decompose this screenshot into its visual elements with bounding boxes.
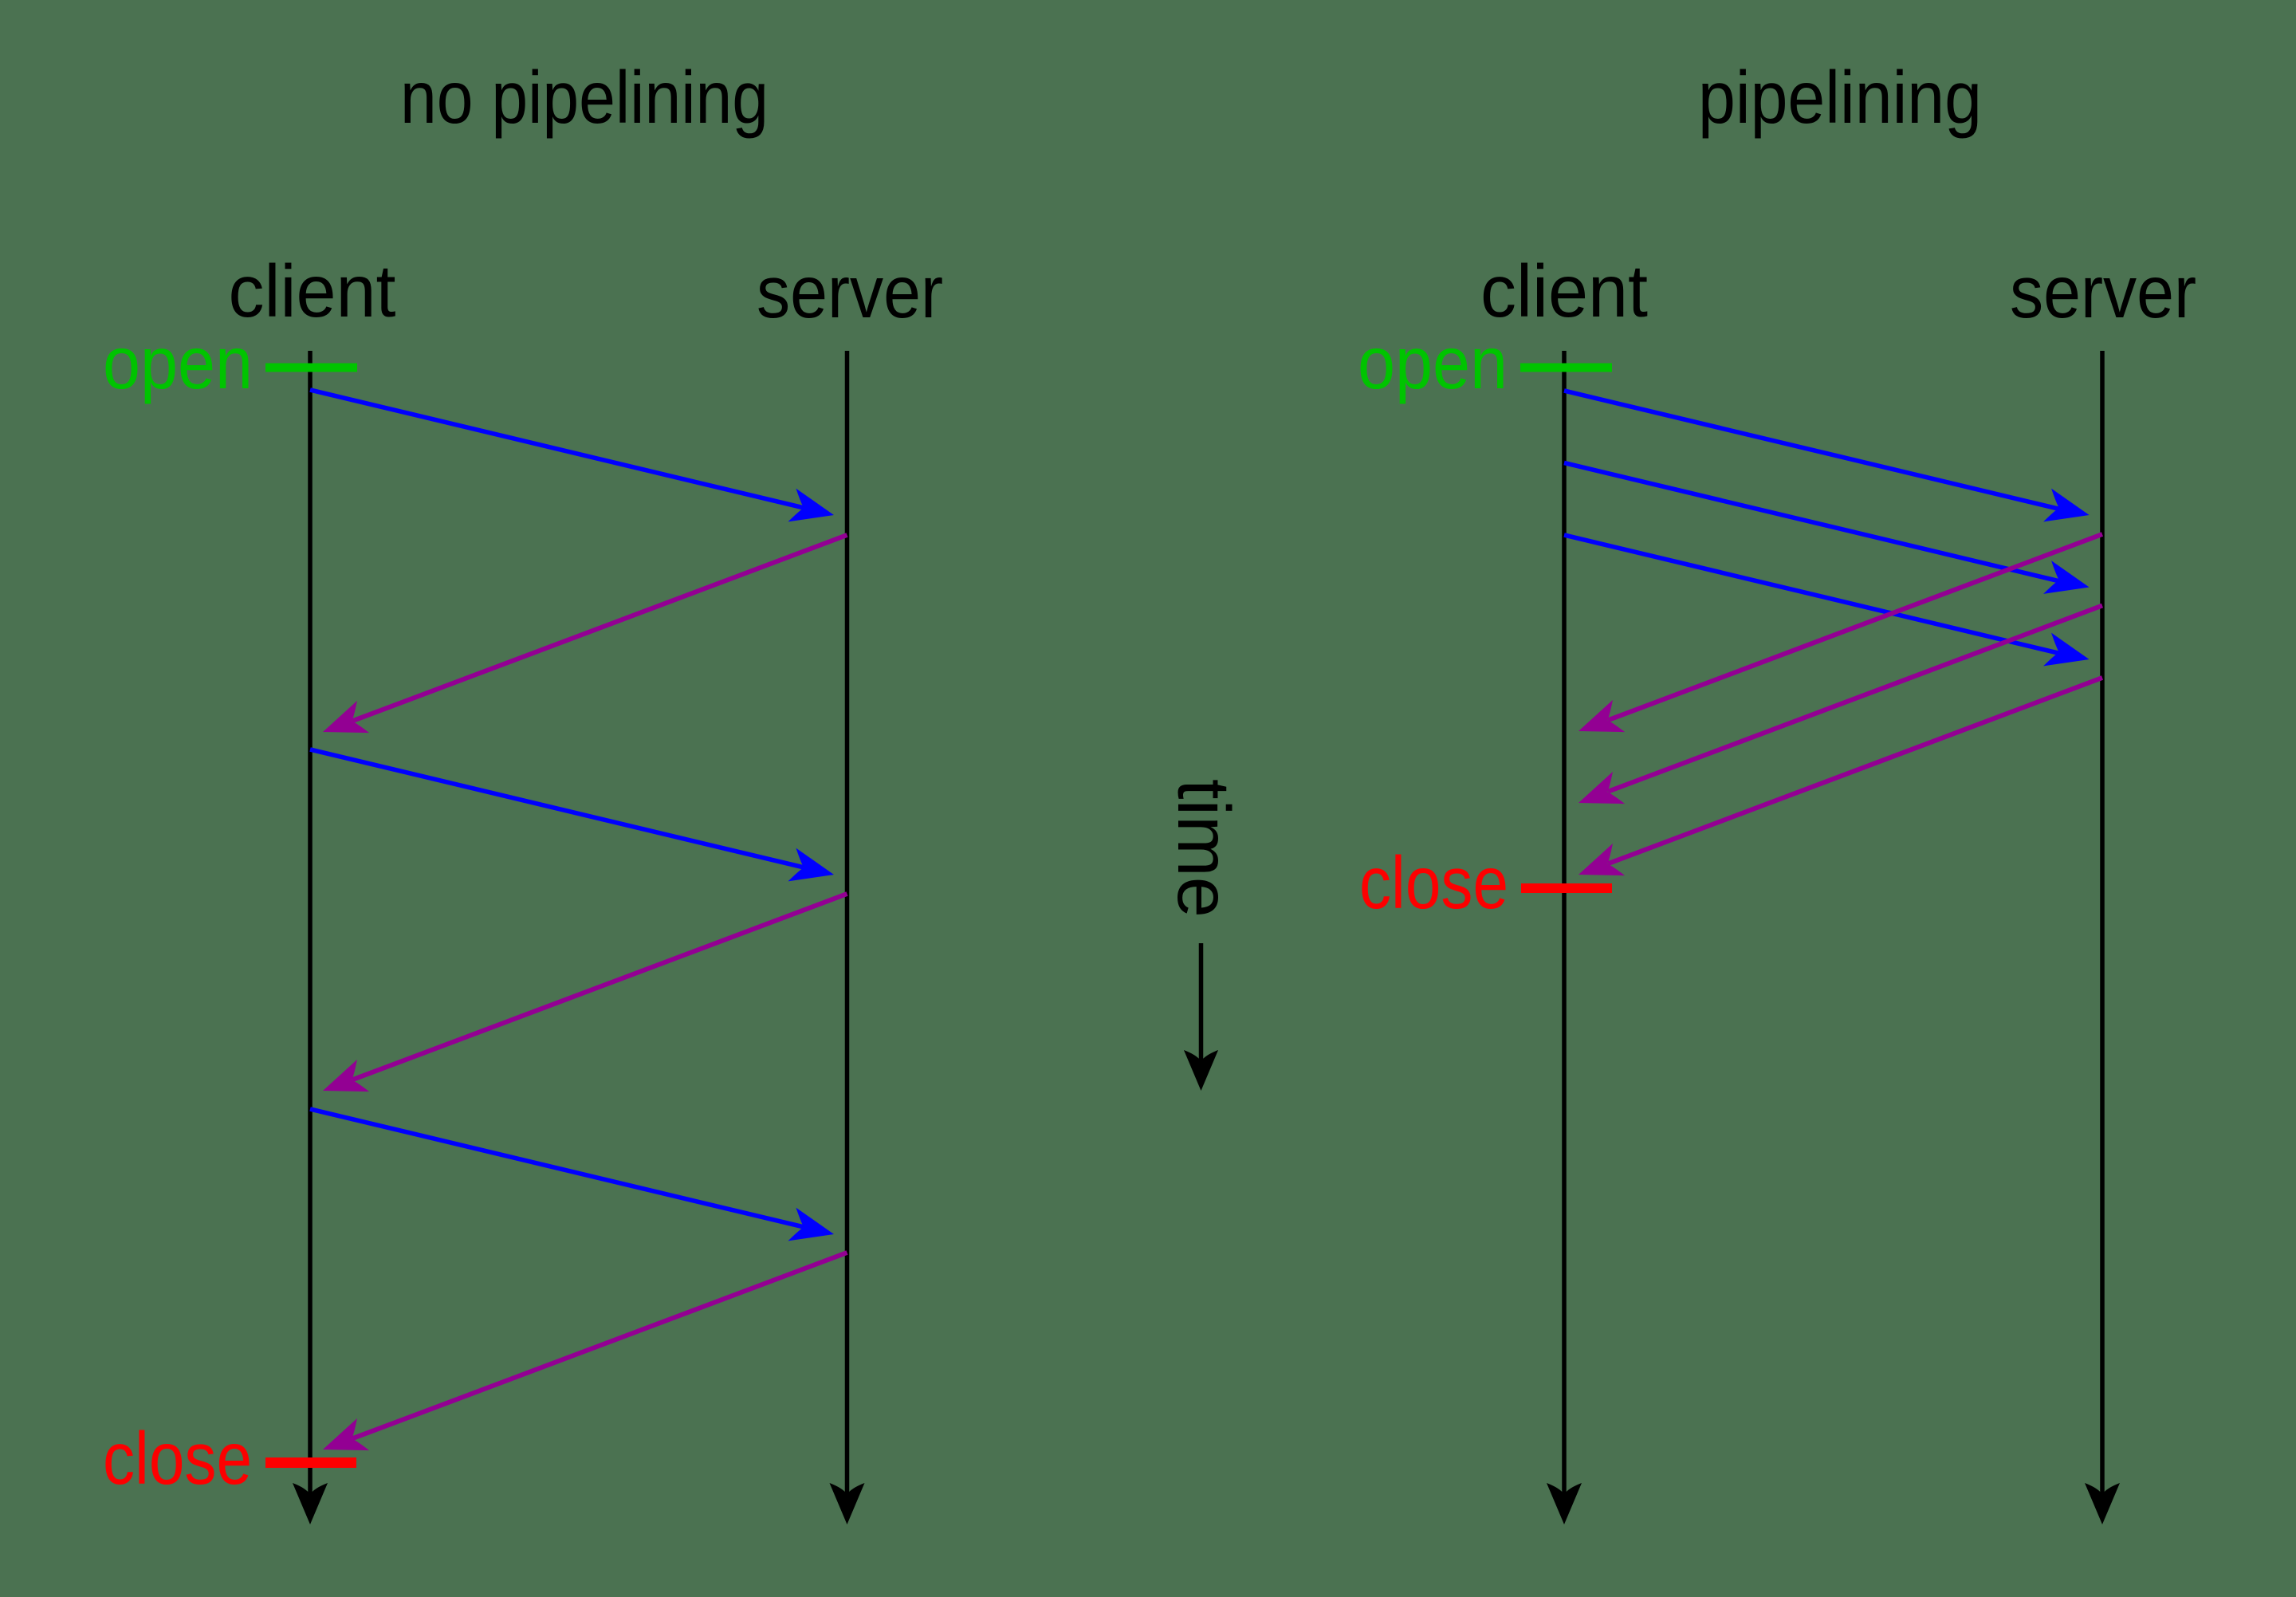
svg-text:server: server xyxy=(757,250,943,333)
svg-text:pipelining: pipelining xyxy=(1698,56,1982,139)
svg-text:server: server xyxy=(2010,250,2196,333)
svg-text:close: close xyxy=(1359,841,1508,924)
svg-text:client: client xyxy=(229,250,396,332)
svg-text:open: open xyxy=(103,321,253,404)
svg-text:no pipelining: no pipelining xyxy=(400,56,769,139)
svg-text:open: open xyxy=(1358,321,1508,404)
svg-text:client: client xyxy=(1480,250,1648,332)
svg-text:close: close xyxy=(103,1417,252,1500)
svg-text:time: time xyxy=(1162,779,1245,918)
